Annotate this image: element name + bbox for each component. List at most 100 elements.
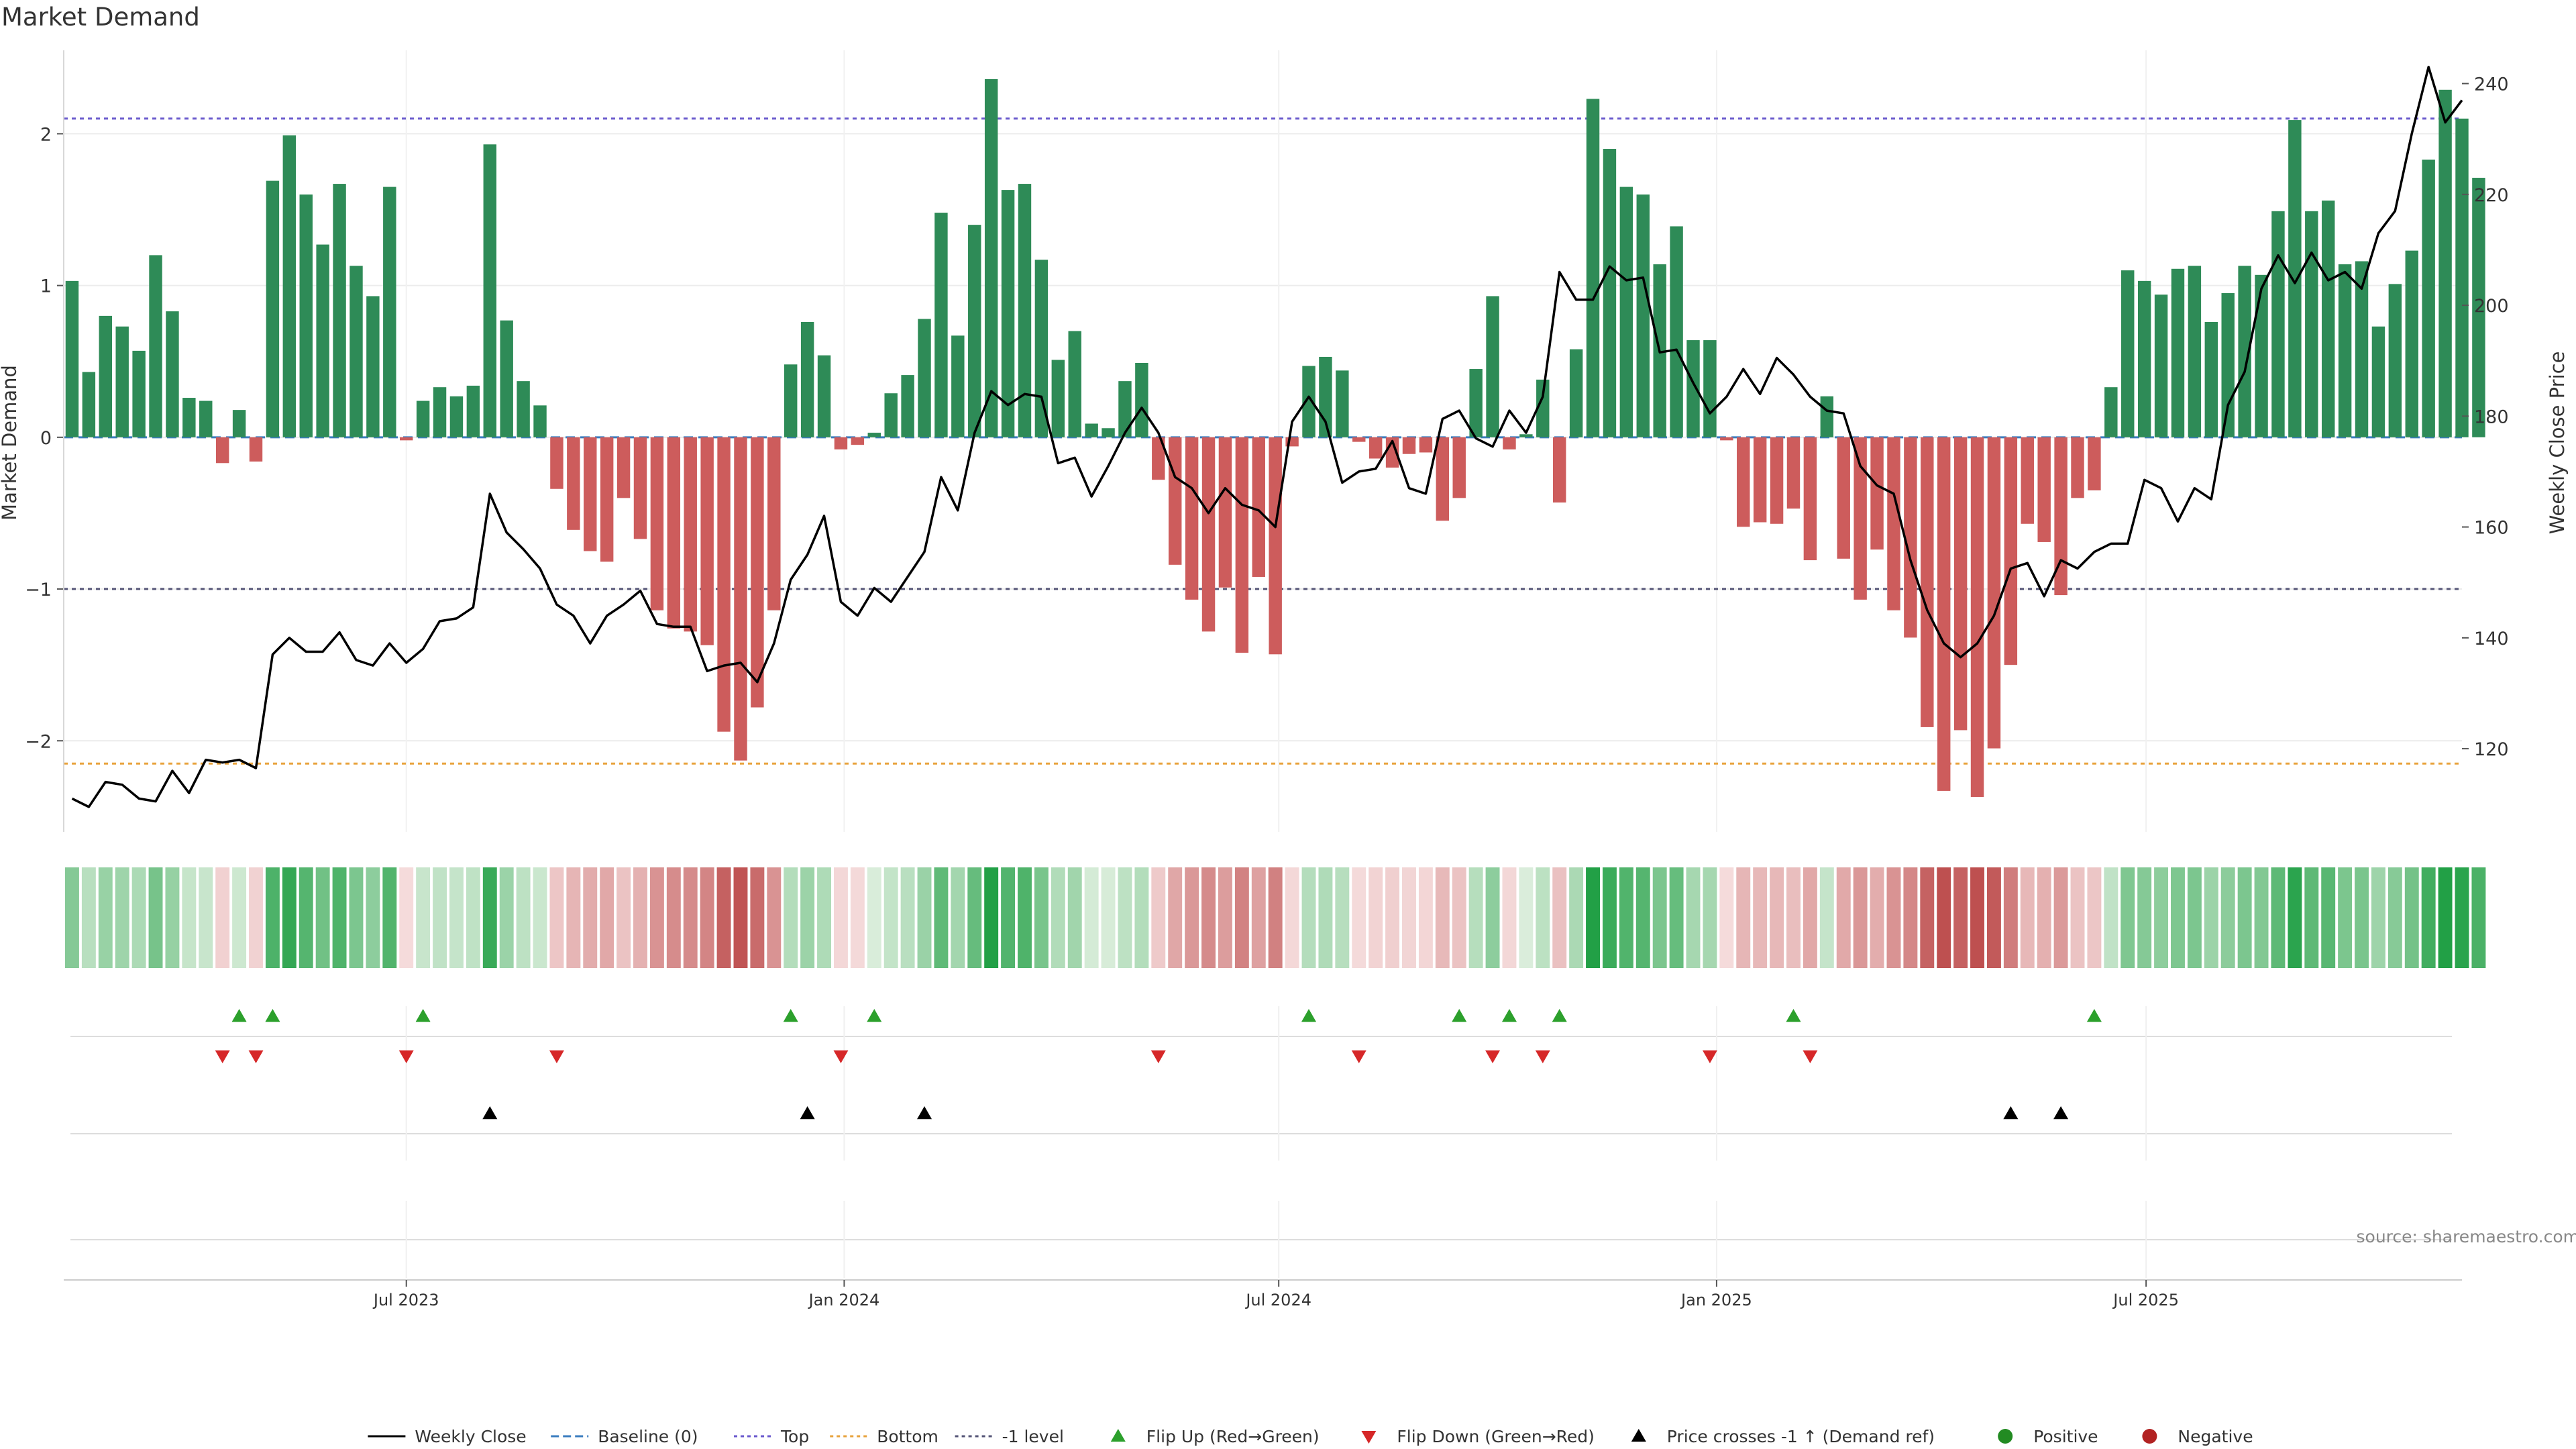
heat-cell [416,867,431,968]
y-right-tick-label: 200 [2474,296,2509,317]
demand-bar-positive [149,255,162,437]
heat-cell [784,867,798,968]
demand-bar-positive [1486,296,1499,437]
demand-bar-negative [633,437,647,539]
heat-cell [199,867,213,968]
demand-bar-negative [2037,437,2051,542]
demand-bar-positive [1619,186,1633,437]
flip-down-marker [1150,1050,1166,1063]
heat-cell [2204,867,2218,968]
heat-cell [1552,867,1567,968]
demand-bar-positive [266,180,280,437]
heat-cell [767,867,782,968]
demand-bar-positive [2371,326,2385,437]
event-markers [70,1006,2452,1278]
demand-bar-positive [232,410,246,437]
heat-cell [2070,867,2085,968]
heat-cell [1669,867,1684,968]
demand-bar-positive [884,393,898,437]
flip-down-marker [215,1050,230,1063]
heat-cell [1586,867,1600,968]
heat-cell [1218,867,1232,968]
demand-bar-positive [2355,261,2369,437]
demand-bar-positive [199,400,213,437]
heat-cell [1352,867,1366,968]
legend-label: Top [780,1427,809,1446]
demand-bar-positive [2121,270,2135,437]
demand-bar-positive [1670,226,1683,437]
axes: 2 1 0 −1 −2 240 220 200 180 160 140 120 [25,50,2509,832]
heat-cell [633,867,647,968]
heat-cell [1786,867,1801,968]
legend-label: Positive [2033,1427,2098,1446]
demand-bar-positive [800,321,814,437]
demand-bar-negative [1368,437,1383,459]
demand-bar-negative [584,437,597,551]
heat-cell [1635,867,1650,968]
legend-label: Price crosses -1 ↑ (Demand ref) [1667,1427,1935,1446]
heat-cell [600,867,614,968]
source-note: source: sharemaestro.com [2357,1227,2576,1246]
y-right-tick-label: 120 [2474,739,2509,760]
heat-cell [1435,867,1450,968]
heat-cell [131,867,146,968]
heat-cell [817,867,831,968]
flip-up-marker [265,1009,280,1022]
demand-bar-negative [734,437,747,761]
x-tick-label: Jul 2025 [2112,1291,2179,1309]
heat-cell [1468,867,1483,968]
demand-bar-positive [1469,369,1483,437]
demand-bar-negative [1786,437,1801,509]
heat-cell [249,867,263,968]
heat-cell [1051,867,1065,968]
demand-bar-positive [2188,266,2202,437]
flip-up-marker [1452,1009,1467,1022]
demand-bar-positive [1135,363,1148,437]
heat-cell [399,867,414,968]
demand-bar-negative [1252,437,1265,577]
heat-cell [1536,867,1550,968]
heat-cell [616,867,631,968]
demand-bar-positive [1051,360,1065,437]
demand-bar-positive [918,319,931,437]
demand-bar-positive [1085,423,1098,437]
demand-bar-positive [968,225,981,437]
demand-bar-negative [1737,437,1750,527]
heat-cell [750,867,765,968]
flip-up-marker [2086,1009,2102,1022]
demand-bar-positive [433,387,447,437]
heat-cell [666,867,681,968]
heat-cell [1803,867,1817,968]
heat-cell [366,867,380,968]
heat-cell [1201,867,1216,968]
demand-bar-positive [2455,118,2469,437]
heat-cell [1619,867,1633,968]
heat-cell [967,867,982,968]
heat-cell [1703,867,1717,968]
heat-cell [1318,867,1333,968]
heat-cell [1519,867,1534,968]
demand-bar-negative [1269,437,1282,655]
flip-down-marker [833,1050,849,1063]
price-cross-marker [917,1106,932,1120]
heat-cell [1853,867,1868,968]
heat-cell [315,867,330,968]
demand-bar-negative [1352,437,1366,442]
x-tick-label: Jan 2024 [808,1291,880,1309]
demand-bar-positive [1569,349,1583,437]
y-left-tick-label: −1 [25,580,52,600]
heat-cell [1753,867,1768,968]
demand-bar-positive [1636,194,1650,437]
demand-bar-negative [684,437,697,632]
weekly-close-line [71,66,2463,808]
demand-bar-positive [1068,331,1081,437]
legend-swatch [1110,1429,1126,1442]
y-axis-left-label: Market Demand [0,365,21,521]
heat-cell [2053,867,2068,968]
demand-bar-positive [1536,379,1550,437]
heat-cell [1285,867,1299,968]
demand-bar-positive [282,135,297,437]
price-cross-marker [2003,1106,2019,1120]
heat-cell [2338,867,2353,968]
demand-bar-positive [2271,211,2285,437]
